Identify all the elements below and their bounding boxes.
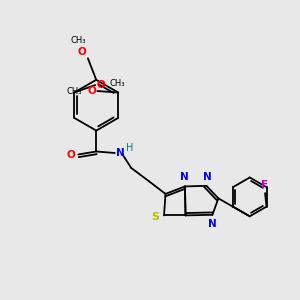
Text: O: O: [96, 80, 105, 90]
Text: CH₃: CH₃: [66, 86, 82, 95]
Text: F: F: [262, 180, 268, 190]
Text: S: S: [151, 212, 159, 222]
Text: N: N: [116, 148, 125, 158]
Text: N: N: [208, 219, 217, 229]
Text: CH₃: CH₃: [70, 36, 86, 45]
Text: O: O: [87, 86, 96, 96]
Text: CH₃: CH₃: [110, 80, 125, 88]
Text: N: N: [180, 172, 188, 182]
Text: O: O: [67, 150, 75, 161]
Text: N: N: [203, 172, 212, 182]
Text: O: O: [78, 47, 87, 57]
Text: H: H: [125, 142, 133, 153]
